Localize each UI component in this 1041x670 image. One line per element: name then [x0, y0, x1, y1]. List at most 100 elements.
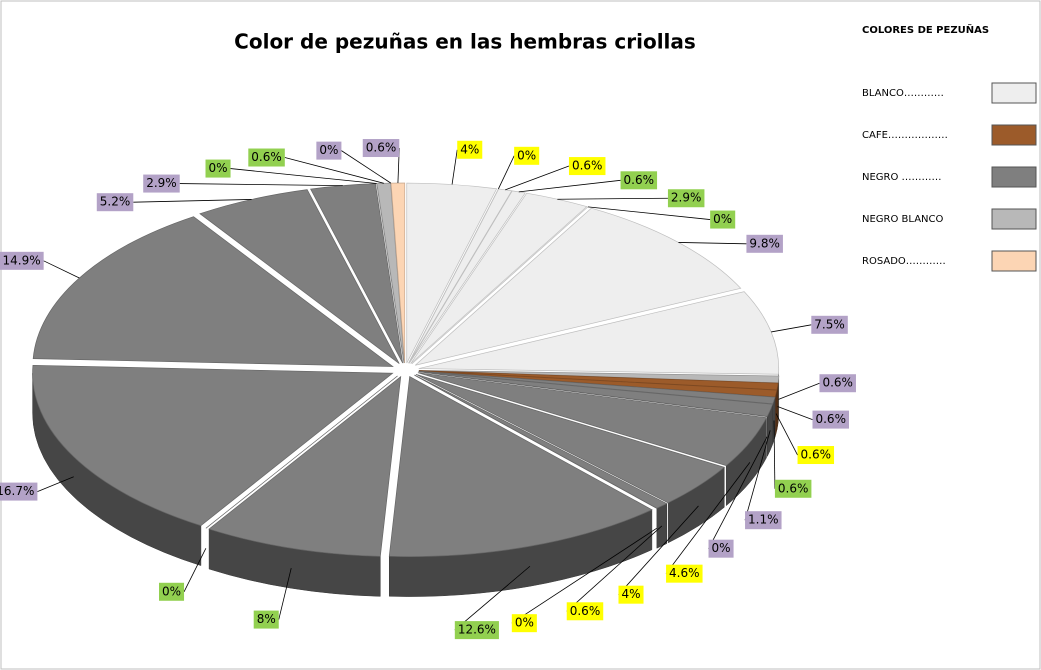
leader-line: [777, 406, 813, 420]
data-label: 0%: [209, 161, 228, 175]
leader-line: [511, 528, 657, 624]
leader-line: [454, 565, 531, 631]
slice: [418, 370, 776, 405]
legend-swatch: [991, 166, 1037, 188]
leader-line: [665, 462, 751, 574]
leader-line: [773, 420, 776, 489]
data-label: 0%: [712, 541, 731, 555]
slice: [208, 375, 402, 557]
data-label-bg: [511, 614, 537, 633]
data-label: 2.9%: [146, 176, 177, 190]
data-label: 0.6%: [366, 141, 397, 155]
data-label: 4%: [460, 142, 479, 156]
leader-line: [744, 430, 771, 521]
leader-line: [557, 197, 668, 200]
legend-label: ROSADO…………: [862, 256, 946, 267]
leader-line: [587, 206, 711, 220]
chart-title: Color de pezuñas en las hembras criollas: [234, 30, 696, 54]
slice: [415, 207, 742, 366]
leader-line: [778, 382, 820, 400]
leader-line: [183, 548, 207, 592]
leader-line: [775, 413, 798, 456]
data-label-bg: [710, 210, 736, 229]
leader-line: [505, 165, 570, 191]
legend-swatch: [991, 208, 1037, 230]
legend-label: NEGRO BLANCO: [862, 214, 944, 225]
data-label-bg: [454, 621, 499, 640]
leader-line: [678, 242, 747, 245]
slice: [417, 372, 768, 467]
slice: [32, 364, 394, 527]
data-label-bg: [0, 251, 44, 270]
data-label-bg: [143, 174, 180, 193]
data-label: 8%: [257, 612, 276, 626]
data-label-bg: [566, 602, 604, 621]
slice: [418, 371, 774, 417]
legend-title: COLORES DE PEZUÑAS: [862, 23, 989, 36]
leader-line: [230, 168, 377, 184]
data-labels: 4% 0% 0.6% 0.6% 2.9% 0% 9.8% 7.5% 0.6% 0.6% 0.6% 0.…: [0, 139, 856, 640]
data-label: 0%: [713, 212, 732, 226]
data-label-bg: [620, 171, 658, 190]
data-label-bg: [746, 234, 783, 253]
data-label-bg: [205, 159, 231, 178]
leader-line: [133, 199, 252, 203]
slice: [414, 374, 668, 509]
data-label: 2.9%: [671, 191, 702, 205]
leader-line: [278, 568, 292, 620]
data-label-bg: [457, 140, 483, 159]
data-label: 0%: [162, 584, 181, 598]
data-label: 16.7%: [0, 484, 34, 498]
data-label: 0.6%: [570, 604, 601, 618]
data-label: 7.5%: [814, 317, 845, 331]
legend-label: CAFE………………: [862, 130, 948, 141]
slice: [199, 189, 400, 364]
data-label-bg: [745, 511, 782, 530]
leader-line: [43, 260, 80, 279]
leader-line: [566, 525, 663, 612]
data-label-bg: [812, 410, 849, 429]
leader-line: [341, 150, 392, 184]
slice: [418, 371, 768, 418]
data-label-bg: [568, 157, 606, 176]
data-label-bg: [811, 315, 848, 334]
data-label-bg: [774, 479, 812, 498]
data-label: 9.8%: [749, 236, 780, 250]
data-label: 5.2%: [100, 195, 131, 209]
data-label: 0.6%: [624, 173, 655, 187]
leader-line: [498, 155, 515, 190]
data-label-bg: [618, 585, 644, 604]
data-label: 0.6%: [251, 150, 282, 164]
slice-tops: [32, 182, 780, 557]
slice: [32, 216, 394, 367]
data-label-bg: [667, 189, 705, 208]
data-label: 0%: [319, 143, 338, 157]
legend-label: NEGRO …………: [862, 172, 942, 183]
legend-swatch: [991, 82, 1037, 104]
data-label: 0.6%: [815, 412, 846, 426]
data-label: 0.6%: [822, 376, 853, 390]
slice: [410, 192, 588, 364]
legend-swatch: [991, 250, 1037, 272]
leader-line: [771, 324, 812, 333]
leader-line: [518, 179, 621, 193]
slice: [415, 374, 726, 504]
data-label: 0%: [515, 616, 534, 630]
slice: [414, 374, 657, 509]
slice: [388, 376, 653, 557]
data-label: 0.6%: [801, 448, 832, 462]
slice: [408, 190, 526, 364]
data-label: 12.6%: [458, 623, 496, 637]
leader-line: [37, 476, 74, 492]
data-label-bg: [159, 582, 185, 601]
legend-label: BLANCO…………: [862, 88, 944, 99]
leader-line: [179, 183, 343, 187]
data-label-bg: [514, 146, 540, 165]
data-label-bg: [362, 139, 400, 158]
data-label-bg: [253, 610, 279, 629]
data-label: 14.9%: [3, 253, 41, 267]
leader-line: [284, 157, 384, 184]
data-label: 0.6%: [778, 481, 809, 495]
data-label-bg: [797, 446, 835, 465]
